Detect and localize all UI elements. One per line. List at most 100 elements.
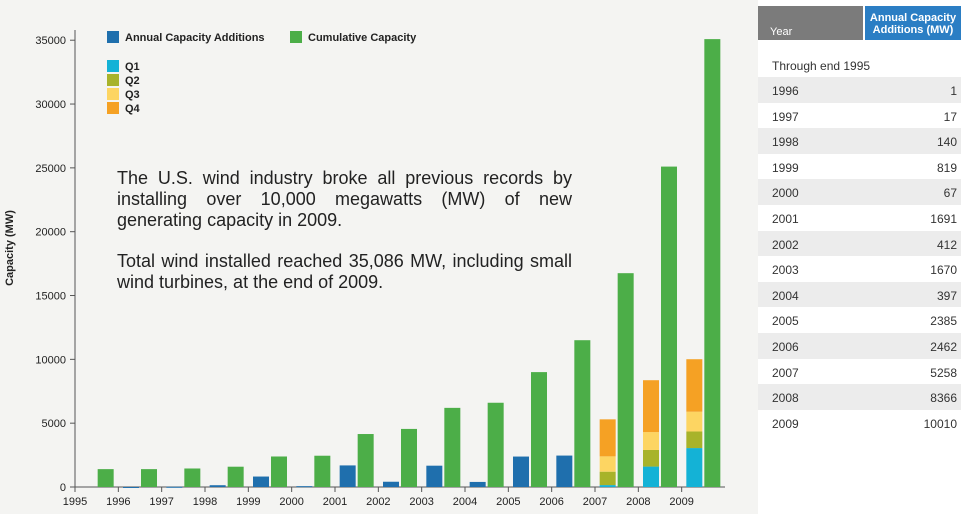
cumulative-bar-2008: [661, 166, 677, 487]
table-cell-value: 1670: [930, 263, 957, 278]
annual-bar-1998: [209, 485, 226, 487]
x-tick-label: 1999: [236, 496, 260, 508]
table-cell-year: 2005: [772, 314, 799, 329]
table-row: 2001 1691: [758, 205, 961, 231]
x-tick-label: 2001: [323, 496, 347, 508]
table-row: 2006 2462: [758, 333, 961, 359]
annual-bar-2001: [339, 465, 356, 487]
table-header: Year Annual Capacity Additions (MW): [758, 6, 961, 40]
legend-annual-swatch: [107, 31, 119, 43]
legend-q1-label: Q1: [125, 61, 140, 73]
y-tick-label: 35000: [35, 35, 66, 47]
table-cell-value: 67: [943, 186, 957, 201]
x-tick-label: 2002: [366, 496, 390, 508]
table-cell-value: 819: [936, 160, 957, 175]
legend-q3-label: Q3: [125, 89, 140, 101]
cumulative-bar-2005: [531, 372, 547, 487]
table-cell-value: 2385: [930, 314, 957, 329]
table-cell-value: 2462: [930, 340, 957, 354]
quarter-bar-q2-2007: [599, 471, 616, 486]
capacity-table: Year Annual Capacity Additions (MW) Thro…: [758, 0, 961, 514]
cumulative-bar-2009: [704, 39, 721, 487]
quarter-bar-q4-2008: [643, 380, 659, 433]
annual-bar-2006: [556, 455, 573, 487]
table-cell-value: 8366: [930, 391, 957, 406]
y-tick-label: 5000: [42, 418, 66, 430]
table-row: 2008 8366: [758, 384, 961, 410]
table-row: 2003 1670: [758, 256, 961, 282]
legend-q2-label: Q2: [125, 75, 140, 87]
quarter-bar-q4-2009: [686, 359, 703, 412]
annotation-paragraph-2: Total wind installed reached 35,086 MW, …: [117, 251, 572, 292]
legend-q4-label: Q4: [125, 103, 141, 115]
cumulative-bar-2001: [357, 434, 374, 487]
y-tick-label: 30000: [35, 99, 66, 111]
x-tick-label: 2004: [453, 496, 477, 508]
quarter-bar-q3-2009: [686, 411, 703, 432]
table-cell-year: 2004: [772, 288, 799, 303]
table-row: 2009 10010: [758, 410, 961, 436]
table-cell-year: 1996: [772, 84, 799, 98]
x-tick-label: 2006: [539, 496, 563, 508]
table-cell-year: 2006: [772, 340, 799, 354]
y-tick-label: 25000: [35, 163, 66, 175]
header-year: Year: [758, 6, 863, 40]
annual-bar-2000: [296, 486, 313, 488]
table-cell-year: 2009: [772, 416, 799, 431]
quarter-bar-q3-2007: [599, 456, 616, 472]
table-row: 2005 2385: [758, 307, 961, 333]
cumulative-bar-1997: [184, 468, 201, 487]
table-cell-value: 5258: [930, 365, 957, 380]
table-row: 2007 5258: [758, 359, 961, 385]
x-tick-label: 1995: [63, 496, 87, 508]
table-cell-value: 1691: [930, 212, 957, 226]
x-tick-label: 2000: [279, 496, 303, 508]
x-tick-label: 2005: [496, 496, 520, 508]
y-tick-label: 10000: [35, 354, 66, 366]
table-row: 1996 1: [758, 77, 961, 103]
quarter-bar-q3-2008: [643, 432, 659, 450]
table-row: 2000 67: [758, 179, 961, 205]
quarter-bar-q1-2009: [686, 448, 703, 487]
wind-capacity-chart: 0 5000 10000 15000 20000 25000 30000 35000 Capac…: [4, 30, 725, 508]
table-cell-year: 2002: [772, 237, 799, 252]
y-axis-label: Capacity (MW): [4, 210, 16, 286]
table-cell-year: 2000: [772, 186, 799, 201]
table-row: 1997 17: [758, 103, 961, 129]
cumulative-bar-1999: [271, 456, 287, 487]
y-tick-label: 15000: [35, 291, 66, 303]
cumulative-bar-2006: [574, 340, 591, 487]
chart-panel: 0 5000 10000 15000 20000 25000 30000 35000 Capac…: [0, 0, 758, 514]
table-cell-year: 2007: [772, 365, 799, 380]
through-label: Through end 1995: [772, 59, 871, 73]
cumulative-bar-2003: [444, 407, 461, 487]
table-cell-year: 1997: [772, 109, 799, 124]
cumulative-bar-2004: [487, 402, 504, 487]
legend-q2-swatch: [107, 74, 119, 86]
header-year-label: Year: [770, 26, 793, 38]
annual-bar-1996: [123, 486, 139, 488]
table-cell-value: 397: [936, 288, 957, 303]
legend-cumulative-swatch: [290, 31, 302, 43]
table-cell-year: 1998: [772, 135, 799, 150]
quarter-bar-q2-2009: [686, 431, 703, 449]
annual-bar-2005: [513, 456, 529, 487]
cumulative-bar-1996: [141, 469, 157, 487]
x-tick-label: 2009: [669, 496, 693, 508]
cumulative-bar-2002: [401, 428, 417, 487]
table-cell-year: 2001: [772, 212, 799, 226]
legend-q4-swatch: [107, 102, 119, 114]
table-cell-year: 2008: [772, 391, 799, 406]
annotation-text: The U.S. wind industry broke all previou…: [117, 168, 572, 313]
x-tick-label: 2003: [409, 496, 433, 508]
annual-bar-1997: [166, 486, 183, 488]
annotation-paragraph-1: The U.S. wind industry broke all previou…: [117, 168, 572, 230]
table-cell-value: 140: [936, 135, 957, 150]
annual-bar-2003: [426, 465, 443, 487]
y-tick-label: 0: [60, 482, 66, 494]
table-row: 2002 412: [758, 230, 961, 257]
quarter-bar-q1-2008: [643, 466, 659, 487]
table-row: 2004 397: [758, 281, 961, 308]
y-tick-label: 20000: [35, 227, 66, 239]
annual-bar-2002: [383, 481, 399, 487]
